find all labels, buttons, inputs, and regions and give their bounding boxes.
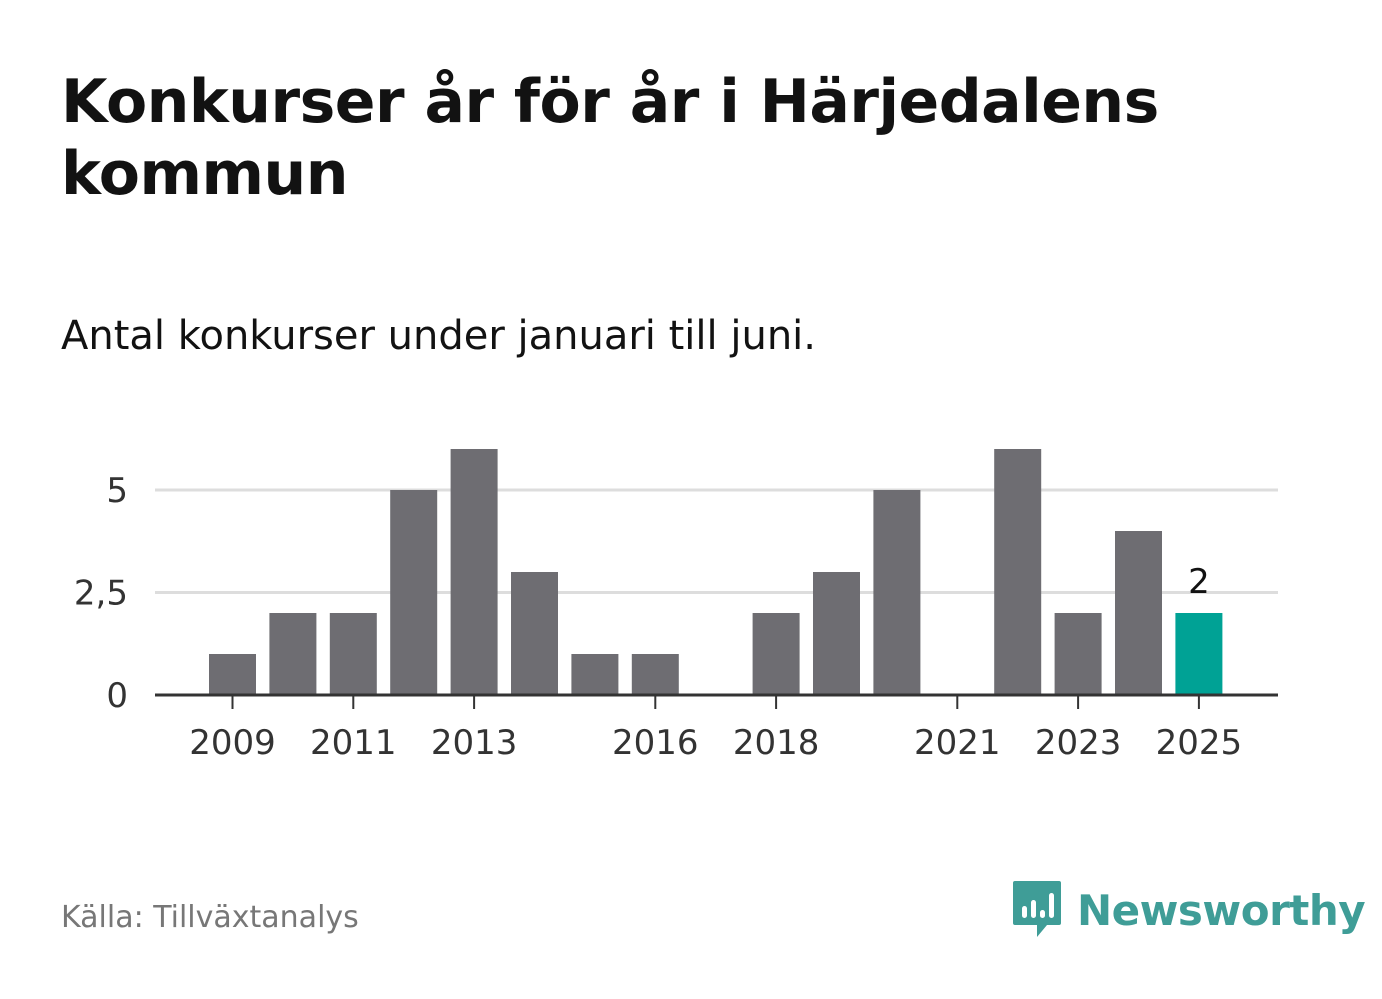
brand-name: Newsworthy (1077, 885, 1366, 935)
y-tick-label: 0 (106, 676, 128, 716)
bar-2009 (209, 654, 256, 695)
labels: 0 2,5 5 2 2009 2011 2013 2016 2018 2021 2023 2025 (74, 471, 1242, 763)
bar-2013 (450, 449, 498, 695)
bar-2022 (994, 449, 1042, 695)
x-tick-label: 2018 (733, 723, 820, 763)
x-tick-label: 2016 (612, 723, 699, 763)
grid-lines (155, 488, 1278, 594)
bar-2014 (511, 572, 558, 695)
newsworthy-logo-icon (1013, 881, 1061, 937)
bar-2025 (1175, 613, 1223, 695)
y-tick-label: 5 (106, 471, 128, 511)
bar-2023 (1054, 613, 1102, 695)
x-tick-label: 2013 (431, 723, 518, 763)
x-tick-label: 2025 (1156, 723, 1243, 763)
bar-2024 (1115, 531, 1162, 695)
chart-subtitle: Antal konkurser under januari till juni. (61, 313, 816, 359)
x-tick-label: 2011 (310, 723, 397, 763)
source-note: Källa: Tillväxtanalys (61, 900, 359, 935)
x-tick-label: 2009 (189, 723, 276, 763)
bar-2016 (631, 654, 679, 695)
y-tick-label: 2,5 (74, 574, 128, 614)
bar-2010 (269, 613, 317, 695)
bar-2019 (813, 572, 860, 695)
bar-2012 (390, 490, 438, 695)
bar-2011 (329, 613, 377, 695)
bars (209, 449, 1223, 695)
bar-value-label: 2 (1188, 562, 1210, 602)
brand-logo: Newsworthy (1011, 878, 1366, 942)
bar-2018 (752, 613, 800, 695)
axes (155, 693, 1278, 709)
x-tick-label: 2023 (1035, 723, 1122, 763)
chart-title: Konkurser år för år i Härjedalens kommun (61, 67, 1159, 209)
x-tick-label: 2021 (914, 723, 1001, 763)
bar-2020 (873, 490, 921, 695)
bar-2015 (571, 654, 619, 695)
